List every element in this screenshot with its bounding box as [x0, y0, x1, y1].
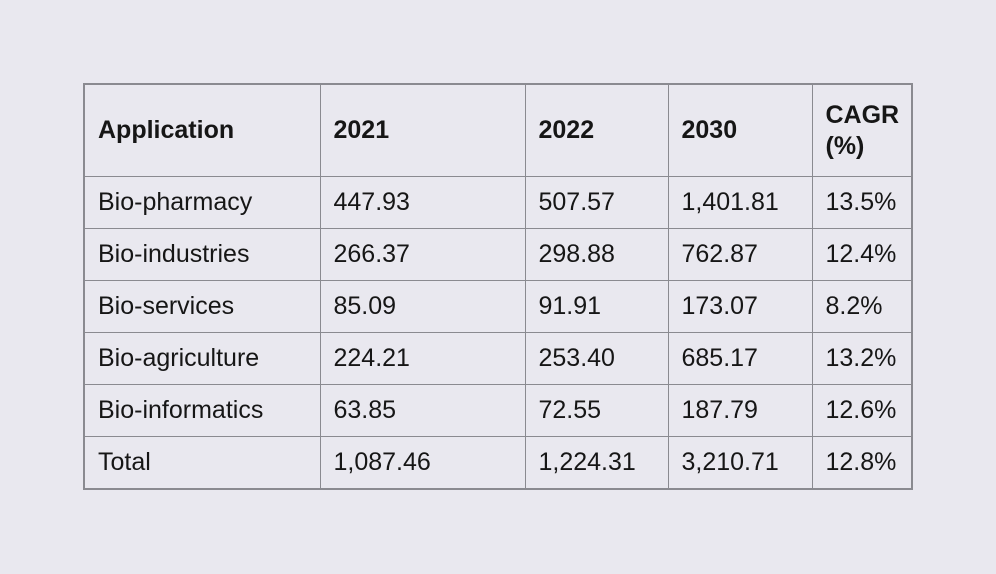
cell-2030: 762.87 [667, 228, 813, 281]
cell-2021: 63.85 [319, 384, 526, 437]
table-row-bio-industries: Bio-industries 266.37 298.88 762.87 12.4… [83, 228, 913, 281]
cell-2030: 173.07 [667, 280, 813, 333]
header-application: Application [83, 83, 321, 177]
cell-cagr: 13.5% [811, 176, 913, 229]
cell-2021: 1,087.46 [319, 436, 526, 490]
cell-2021: 266.37 [319, 228, 526, 281]
cell-2021: 85.09 [319, 280, 526, 333]
cell-2021: 447.93 [319, 176, 526, 229]
applications-table-container: Application 2021 2022 2030 CAGR (%) Bio-… [83, 83, 913, 490]
applications-data-table: Application 2021 2022 2030 CAGR (%) Bio-… [83, 83, 913, 490]
table-row-bio-pharmacy: Bio-pharmacy 447.93 507.57 1,401.81 13.5… [83, 176, 913, 229]
header-cagr: CAGR (%) [811, 83, 913, 177]
cell-2030: 685.17 [667, 332, 813, 385]
table-row-bio-services: Bio-services 85.09 91.91 173.07 8.2% [83, 280, 913, 333]
cell-2030: 1,401.81 [667, 176, 813, 229]
header-2022: 2022 [524, 83, 669, 177]
cell-cagr: 12.4% [811, 228, 913, 281]
cell-2030: 187.79 [667, 384, 813, 437]
cell-2022: 72.55 [524, 384, 669, 437]
header-2030: 2030 [667, 83, 813, 177]
cell-application: Total [83, 436, 321, 490]
header-2021: 2021 [319, 83, 526, 177]
cell-2022: 91.91 [524, 280, 669, 333]
table-row-bio-agriculture: Bio-agriculture 224.21 253.40 685.17 13.… [83, 332, 913, 385]
header-row: Application 2021 2022 2030 CAGR (%) [83, 83, 913, 177]
cell-2022: 1,224.31 [524, 436, 669, 490]
cell-application: Bio-industries [83, 228, 321, 281]
cell-cagr: 8.2% [811, 280, 913, 333]
cell-application: Bio-services [83, 280, 321, 333]
table-row-total: Total 1,087.46 1,224.31 3,210.71 12.8% [83, 436, 913, 490]
cell-2022: 507.57 [524, 176, 669, 229]
cell-cagr: 13.2% [811, 332, 913, 385]
cell-application: Bio-pharmacy [83, 176, 321, 229]
cell-2021: 224.21 [319, 332, 526, 385]
cell-application: Bio-agriculture [83, 332, 321, 385]
cell-cagr: 12.6% [811, 384, 913, 437]
cell-cagr: 12.8% [811, 436, 913, 490]
cell-2030: 3,210.71 [667, 436, 813, 490]
cell-application: Bio-informatics [83, 384, 321, 437]
cell-2022: 253.40 [524, 332, 669, 385]
table-row-bio-informatics: Bio-informatics 63.85 72.55 187.79 12.6% [83, 384, 913, 437]
cell-2022: 298.88 [524, 228, 669, 281]
